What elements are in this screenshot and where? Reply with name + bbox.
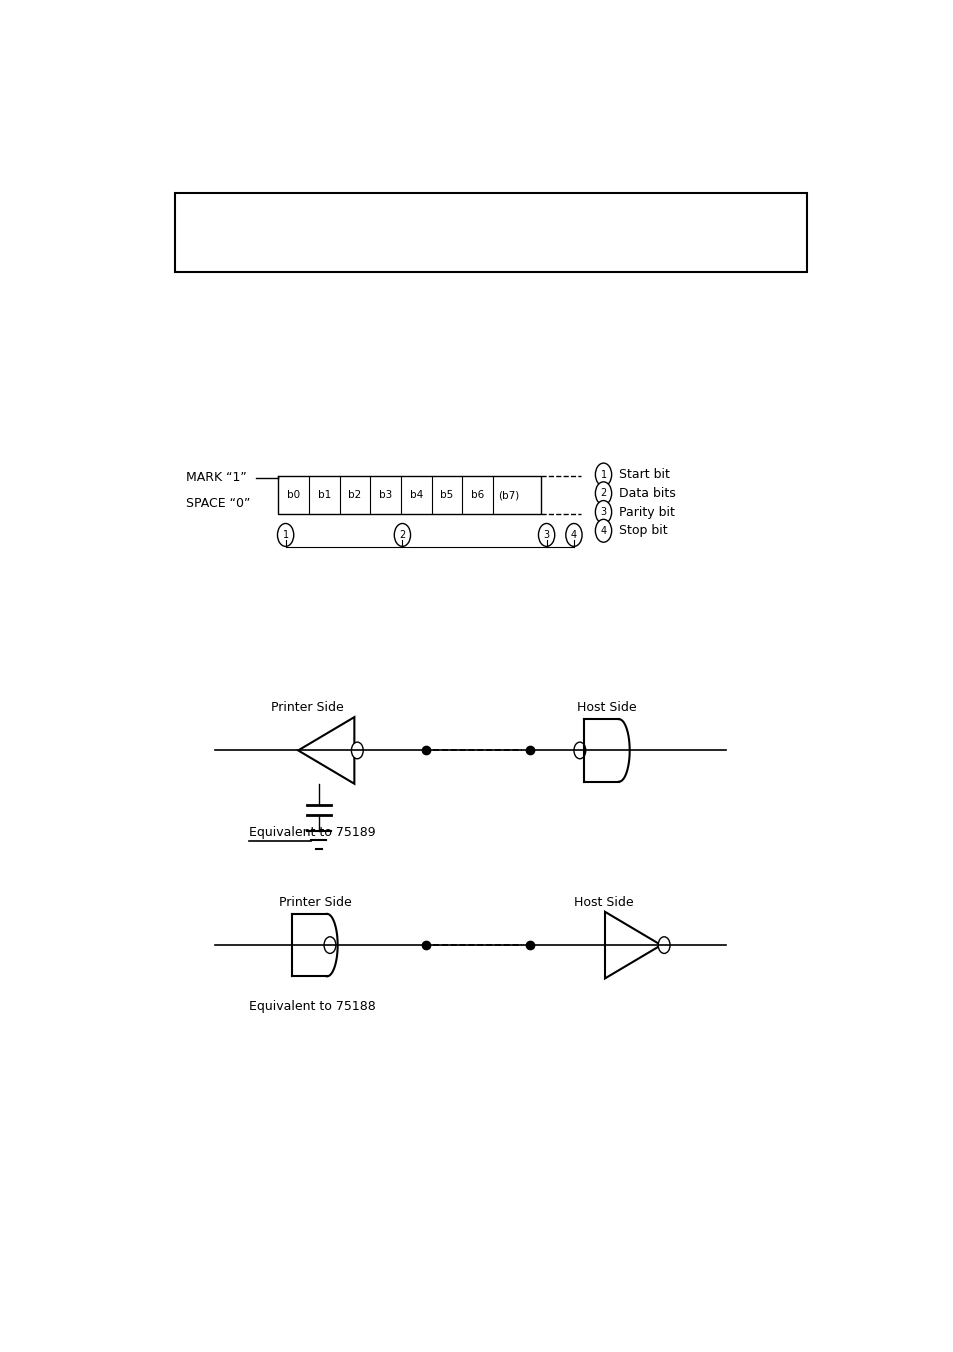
Circle shape	[351, 742, 363, 758]
Text: (b7): (b7)	[497, 491, 518, 500]
Bar	[278, 476, 540, 514]
Circle shape	[537, 523, 554, 546]
Circle shape	[574, 742, 585, 758]
Text: 1: 1	[599, 469, 606, 480]
Text: b3: b3	[378, 491, 392, 500]
Text: b0: b0	[287, 491, 300, 500]
Text: 3: 3	[599, 507, 606, 516]
Circle shape	[595, 519, 611, 542]
Text: Host Side: Host Side	[573, 895, 633, 909]
Text: 1: 1	[282, 530, 289, 539]
Text: SPACE “0”: SPACE “0”	[186, 498, 250, 510]
Text: Equivalent to 75188: Equivalent to 75188	[249, 1000, 375, 1013]
Circle shape	[324, 937, 335, 953]
Circle shape	[595, 500, 611, 523]
Text: Equivalent to 75189: Equivalent to 75189	[249, 826, 375, 840]
Text: Stop bit: Stop bit	[615, 525, 667, 537]
Circle shape	[394, 523, 410, 546]
Text: b6: b6	[471, 491, 484, 500]
Bar	[174, 193, 806, 272]
Text: 2: 2	[399, 530, 405, 539]
Circle shape	[565, 523, 581, 546]
Text: b5: b5	[440, 491, 453, 500]
Circle shape	[277, 523, 294, 546]
Text: Printer Side: Printer Side	[271, 700, 344, 714]
Text: Start bit: Start bit	[615, 468, 670, 481]
Text: Parity bit: Parity bit	[615, 506, 675, 519]
Text: 4: 4	[599, 526, 606, 535]
Text: 2: 2	[599, 488, 606, 499]
Circle shape	[658, 937, 669, 953]
Text: Host Side: Host Side	[577, 700, 637, 714]
Text: b1: b1	[317, 491, 331, 500]
Text: Data bits: Data bits	[615, 487, 676, 500]
Text: Printer Side: Printer Side	[278, 895, 352, 909]
Text: 4: 4	[570, 530, 577, 539]
Circle shape	[595, 481, 611, 504]
Text: b4: b4	[409, 491, 422, 500]
Text: MARK “1”: MARK “1”	[186, 472, 246, 484]
Text: b2: b2	[348, 491, 361, 500]
Circle shape	[595, 464, 611, 485]
Text: 3: 3	[543, 530, 549, 539]
